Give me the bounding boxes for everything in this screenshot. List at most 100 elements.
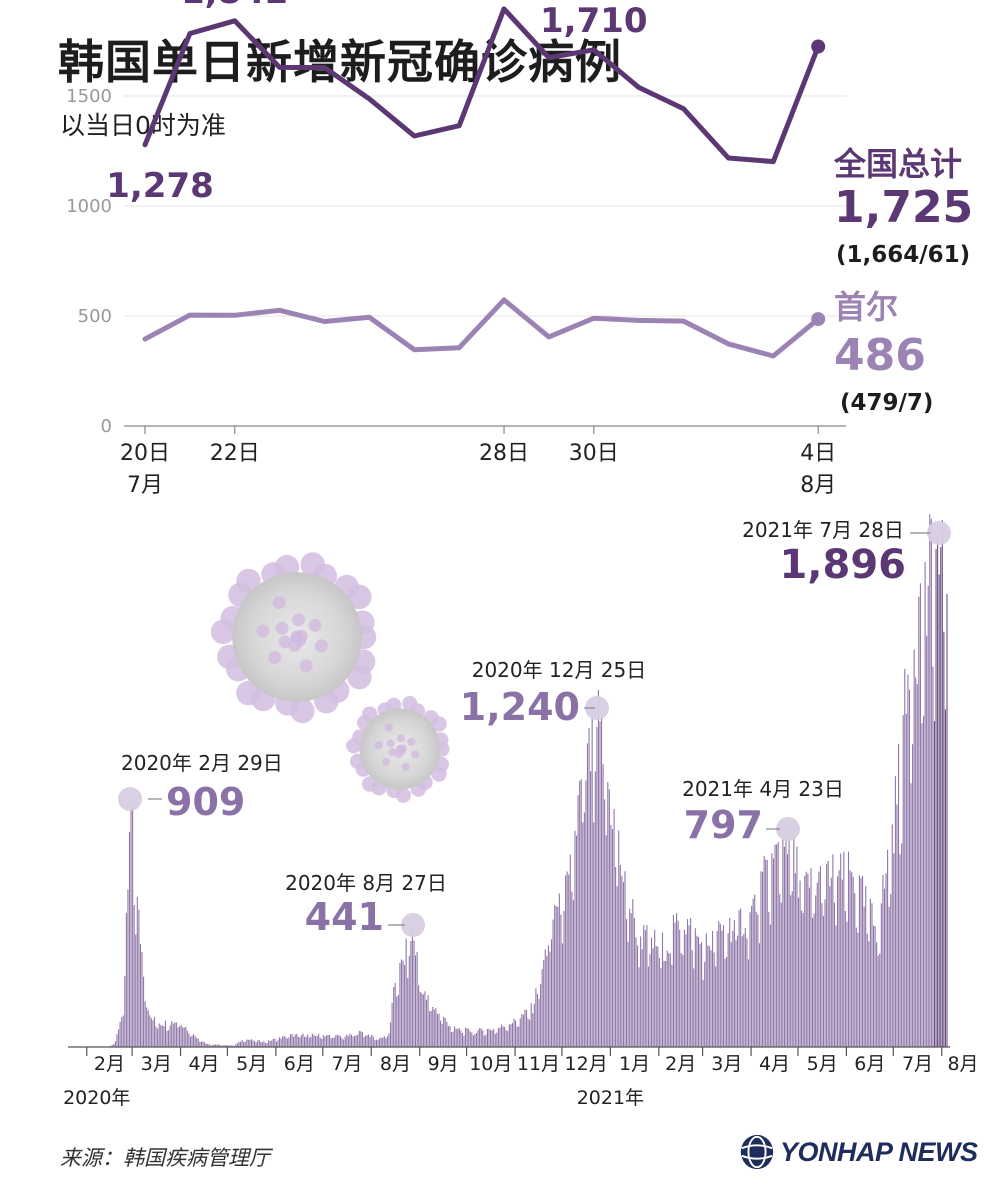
data-label: 1,278 — [106, 166, 214, 206]
month-label: 1月 — [619, 1053, 650, 1075]
daily-case-bar — [502, 1026, 504, 1047]
daily-case-bar — [183, 1027, 185, 1047]
daily-case-bar — [144, 1001, 146, 1047]
daily-case-bar — [152, 1020, 154, 1047]
daily-case-bar — [402, 960, 404, 1047]
daily-case-bar — [118, 1029, 120, 1047]
daily-case-bar — [752, 898, 754, 1047]
national-total-name: 全国总计 — [833, 145, 962, 183]
daily-case-bar — [321, 1038, 323, 1047]
daily-case-bar — [490, 1029, 492, 1047]
daily-case-bar — [680, 953, 682, 1047]
daily-case-bar — [813, 913, 815, 1047]
month-label: 9月 — [428, 1053, 459, 1075]
daily-case-bar — [554, 905, 556, 1047]
virus-spike — [431, 716, 447, 732]
x-tick-label: 20日 — [120, 441, 170, 466]
data-label: 1,710 — [540, 1, 648, 41]
daily-case-bar — [182, 1027, 184, 1047]
daily-case-bar — [746, 938, 748, 1047]
daily-case-bar — [166, 1030, 168, 1047]
daily-case-bar — [247, 1039, 249, 1047]
daily-case-bar — [629, 908, 631, 1047]
daily-case-bar — [346, 1034, 348, 1047]
daily-case-bar — [350, 1034, 352, 1047]
month-label: 8月 — [947, 1053, 978, 1075]
daily-case-bar — [582, 822, 584, 1047]
daily-case-bar — [510, 1024, 512, 1047]
daily-case-bar — [815, 895, 817, 1047]
daily-case-bar — [357, 1034, 359, 1047]
daily-case-bar — [477, 1030, 479, 1047]
daily-case-bar — [324, 1036, 326, 1047]
daily-case-bar — [163, 1026, 165, 1047]
virus-dot — [278, 635, 292, 649]
daily-case-bar — [329, 1034, 331, 1047]
month-label: 2月 — [665, 1053, 696, 1075]
daily-case-bar — [777, 842, 779, 1047]
daily-case-bar — [393, 987, 395, 1047]
seoul-value: 486 — [834, 330, 926, 381]
daily-case-bar — [610, 824, 612, 1047]
daily-case-bar — [897, 743, 900, 1047]
daily-case-bar — [335, 1035, 337, 1047]
daily-case-bar — [493, 1028, 495, 1047]
daily-case-bar — [538, 998, 540, 1047]
daily-case-bar — [147, 1010, 149, 1047]
daily-case-bar — [436, 1013, 438, 1047]
month-label: 3月 — [141, 1053, 172, 1075]
daily-case-bar — [527, 1018, 529, 1047]
daily-case-bar — [110, 1045, 112, 1047]
daily-case-bar — [827, 860, 829, 1047]
daily-case-bar — [696, 935, 698, 1047]
daily-case-bar — [341, 1038, 343, 1047]
daily-case-bar — [388, 1033, 390, 1047]
daily-case-bar — [432, 1007, 434, 1047]
daily-case-bar — [804, 875, 806, 1047]
daily-case-bar — [235, 1044, 237, 1047]
daily-case-bar — [164, 1020, 166, 1047]
daily-case-bar — [368, 1034, 370, 1047]
daily-case-bar — [565, 875, 567, 1047]
daily-case-bar — [661, 932, 664, 1047]
daily-case-bar — [779, 894, 781, 1047]
daily-case-bar — [657, 946, 659, 1047]
daily-case-bar — [699, 943, 701, 1047]
daily-case-bar — [860, 878, 862, 1047]
daily-case-bar — [607, 782, 609, 1047]
virus-dot — [292, 613, 305, 627]
daily-case-bar — [821, 903, 823, 1047]
daily-case-bar — [255, 1042, 257, 1047]
daily-case-bar — [935, 549, 937, 1047]
daily-case-bar — [171, 1021, 173, 1047]
daily-case-bar — [621, 876, 623, 1047]
daily-case-bar — [591, 708, 593, 1047]
virus-dot — [386, 739, 395, 748]
daily-case-bar — [347, 1036, 349, 1047]
daily-case-bar — [505, 1030, 507, 1047]
daily-case-bar — [457, 1028, 459, 1047]
daily-case-bar — [818, 871, 820, 1047]
daily-case-bar — [535, 988, 537, 1047]
daily-case-bar — [261, 1042, 263, 1047]
daily-case-bar — [586, 743, 589, 1047]
daily-case-bar — [791, 891, 793, 1047]
daily-case-bar — [332, 1037, 334, 1047]
daily-case-bar — [282, 1036, 284, 1047]
daily-case-bar — [374, 1040, 376, 1047]
daily-case-bar — [216, 1044, 218, 1047]
daily-case-bar — [922, 716, 925, 1047]
daily-case-bar — [271, 1040, 273, 1047]
daily-case-bar — [519, 1018, 521, 1047]
daily-case-bar — [651, 937, 653, 1047]
recent-days-line-chart: 050010001500200020日7月22日28日30日4日8月1,2781… — [66, 0, 973, 498]
daily-case-bar — [279, 1037, 281, 1047]
daily-case-bar — [433, 1009, 435, 1047]
daily-case-bar — [260, 1041, 262, 1047]
daily-case-bar — [446, 1021, 448, 1047]
daily-case-bar — [314, 1036, 317, 1047]
daily-case-bar — [854, 893, 856, 1047]
peak-marker-dot — [776, 817, 800, 841]
daily-case-bar — [130, 808, 132, 1047]
